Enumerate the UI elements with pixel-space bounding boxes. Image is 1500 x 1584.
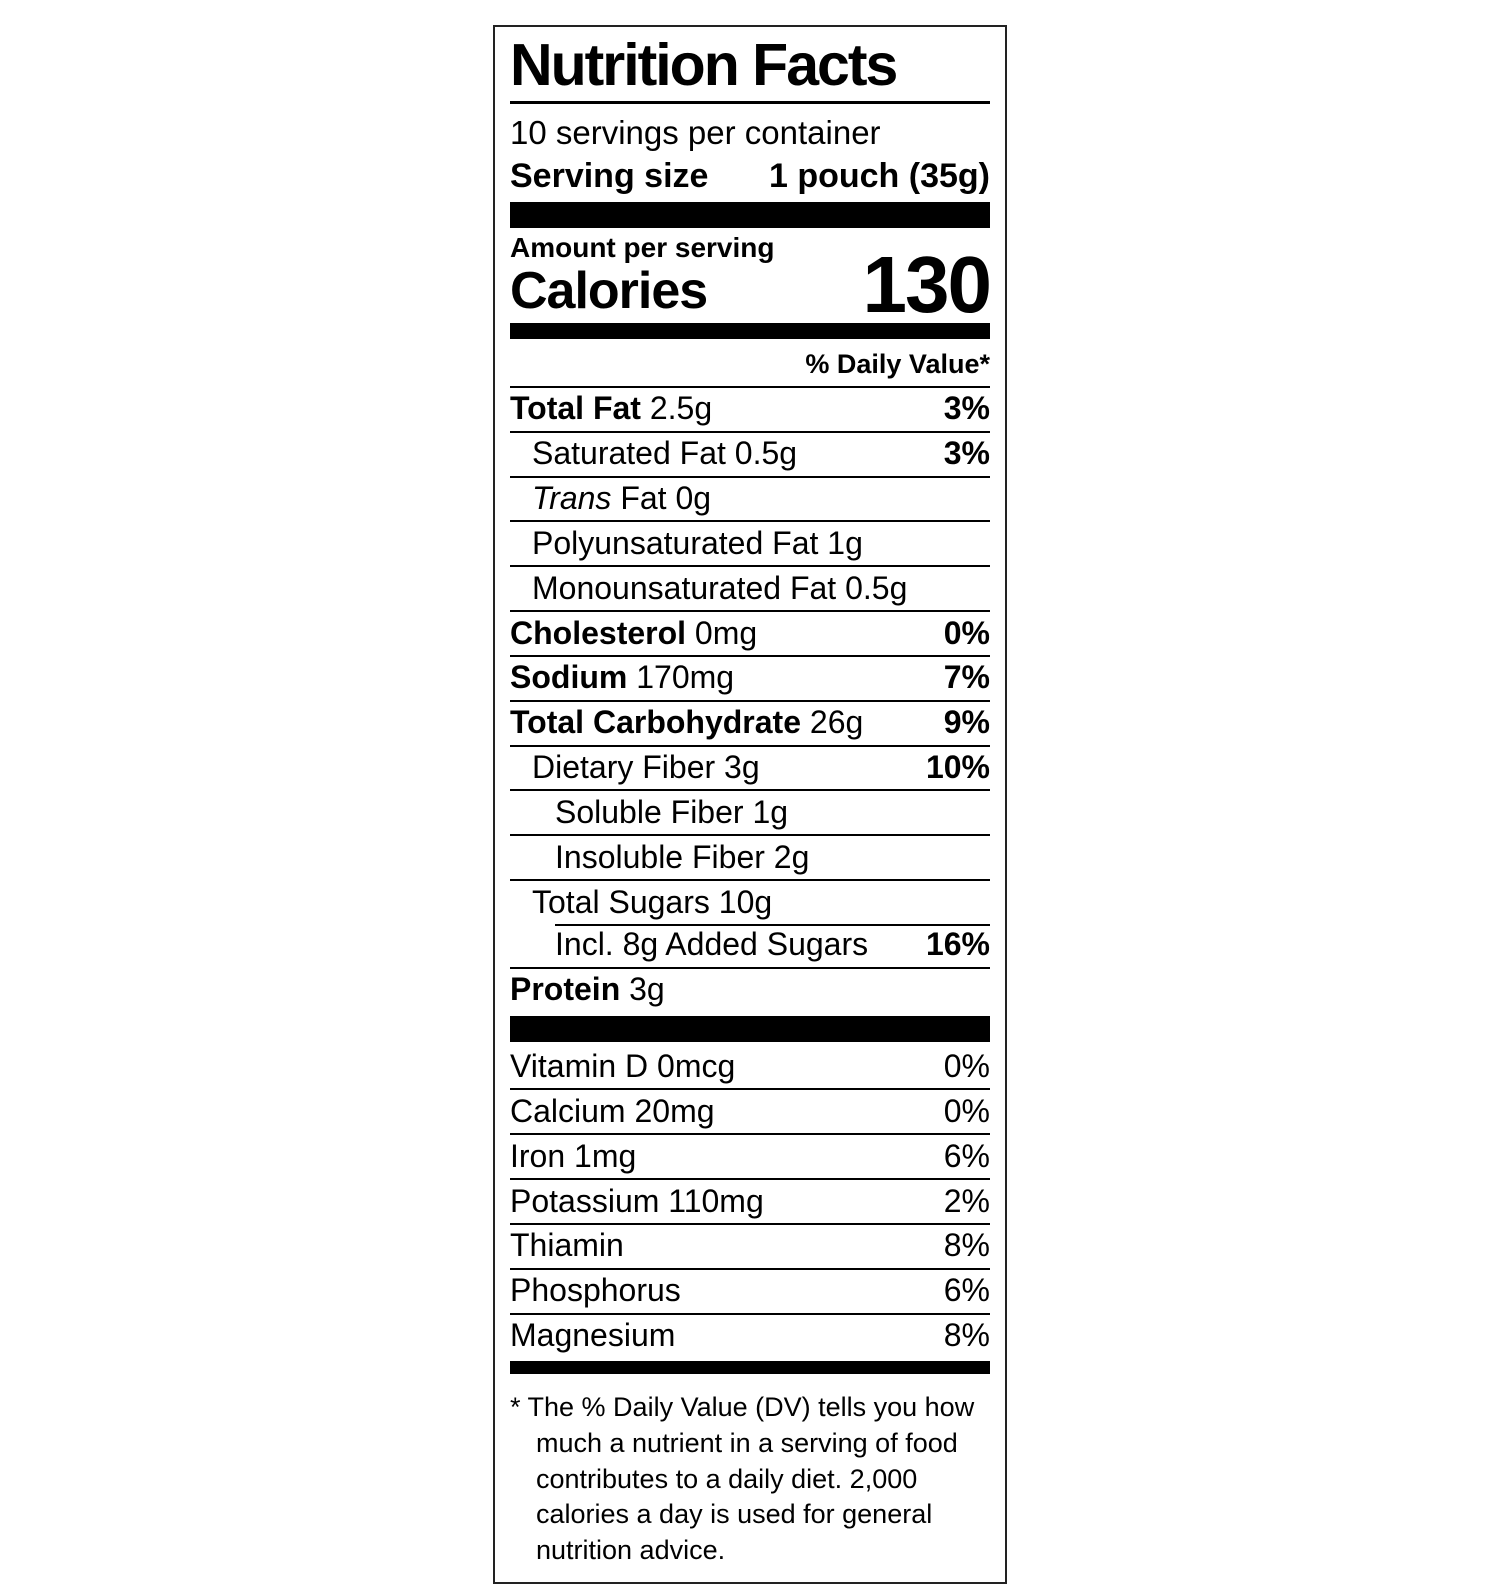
nutrient-row: Dietary Fiber 3g 10% (510, 744, 990, 790)
nutrient-name: Total Fat 2.5g (510, 390, 713, 427)
divider-bar-bottom (510, 1361, 990, 1375)
vitamin-name: Magnesium (510, 1317, 676, 1354)
nutrient-row: Polyunsaturated Fat 1g (510, 520, 990, 565)
serving-size-row: Serving size 1 pouch (35g) (510, 157, 990, 196)
nutrient-name: Protein 3g (510, 971, 665, 1008)
title-divider (510, 100, 990, 104)
nutrient-row: Incl. 8g Added Sugars 16% (510, 923, 990, 967)
nutrition-facts-label: Nutrition Facts 10 servings per containe… (493, 25, 1007, 1584)
nutrient-row: Soluble Fiber 1g (510, 789, 990, 834)
nutrient-row: Total Carbohydrate 26g 9% (510, 699, 990, 745)
vitamin-name: Thiamin (510, 1227, 624, 1264)
vitamin-name: Vitamin D 0mcg (510, 1048, 736, 1085)
nutrient-row: Saturated Fat 0.5g 3% (510, 430, 990, 476)
nutrient-name: Insoluble Fiber 2g (555, 838, 810, 875)
nutrient-name: Polyunsaturated Fat 1g (532, 524, 863, 561)
nutrient-name: Incl. 8g Added Sugars (555, 926, 869, 963)
vitamin-rows: Vitamin D 0mcg 0% Calcium 20mg 0% Iron 1mg 6%… (510, 1046, 990, 1358)
nutrient-row: Trans Fat 0g (510, 475, 990, 521)
nutrient-name: Monounsaturated Fat 0.5g (532, 569, 908, 606)
vitamin-row: Potassium 110mg 2% (510, 1178, 990, 1223)
daily-value-header: % Daily Value* (805, 348, 990, 379)
vitamin-row: Calcium 20mg 0% (510, 1088, 990, 1133)
nutrient-name: Saturated Fat 0.5g (532, 435, 798, 472)
daily-value-percent: 8% (943, 1227, 990, 1264)
vitamin-row: Magnesium 8% (510, 1312, 990, 1358)
calories-value: 130 (862, 239, 992, 329)
nutrient-name: Soluble Fiber 1g (555, 793, 789, 830)
nutrient-row: Monounsaturated Fat 0.5g (510, 565, 990, 610)
daily-value-percent: 0% (943, 1048, 990, 1085)
daily-value-percent: 6% (943, 1272, 990, 1309)
servings-per-container: 10 servings per container (510, 113, 881, 151)
daily-value-percent: 8% (943, 1317, 990, 1354)
daily-value-percent: 3% (943, 390, 990, 427)
footnote: * The % Daily Value (DV) tells you how m… (510, 1392, 975, 1565)
nutrient-name: Cholesterol 0mg (510, 614, 758, 651)
daily-value-percent: 3% (943, 435, 990, 472)
vitamin-row: Iron 1mg 6% (510, 1133, 990, 1178)
nutrient-name: Trans Fat 0g (532, 480, 712, 517)
daily-value-percent: 9% (943, 704, 990, 741)
nutrient-name: Dietary Fiber 3g (532, 749, 760, 786)
daily-value-percent: 7% (943, 659, 990, 696)
daily-value-percent: 0% (943, 614, 990, 651)
nutrient-row: Total Sugars 10g (510, 879, 990, 924)
serving-size-label: Serving size (510, 157, 709, 196)
calories-section: Amount per serving Calories 130 (510, 232, 992, 329)
vitamin-row: Vitamin D 0mcg 0% (510, 1046, 990, 1089)
nutrient-name: Sodium 170mg (510, 659, 735, 696)
divider-bar-calories (510, 322, 990, 339)
serving-size-value: 1 pouch (35g) (768, 157, 990, 196)
daily-value-percent: 16% (925, 926, 990, 963)
nutrient-row: Sodium 170mg 7% (510, 654, 990, 700)
nutrient-row: Cholesterol 0mg 0% (510, 610, 990, 655)
vitamin-row: Phosphorus 6% (510, 1267, 990, 1313)
nutrient-row: Insoluble Fiber 2g (510, 834, 990, 879)
nutrient-name: Total Sugars 10g (532, 883, 773, 920)
daily-value-percent: 10% (925, 749, 990, 786)
divider-bar-top (510, 202, 990, 229)
label-title: Nutrition Facts (510, 32, 898, 98)
nutrient-row: Protein 3g (510, 966, 990, 1012)
daily-value-percent: 2% (943, 1182, 990, 1219)
vitamin-name: Potassium 110mg (510, 1182, 764, 1219)
divider-bar-protein (510, 1015, 990, 1042)
vitamin-name: Phosphorus (510, 1272, 681, 1309)
daily-value-percent: 0% (943, 1092, 990, 1129)
daily-value-percent: 6% (943, 1137, 990, 1174)
calories-label: Calories (510, 262, 708, 321)
calories-left-block: Amount per serving Calories (510, 232, 774, 319)
nutrient-name: Total Carbohydrate 26g (510, 704, 864, 741)
vitamin-row: Thiamin 8% (510, 1222, 990, 1268)
amount-per-serving-label: Amount per serving (510, 232, 775, 264)
vitamin-name: Calcium 20mg (510, 1092, 715, 1129)
nutrient-row: Total Fat 2.5g 3% (510, 385, 990, 431)
nutrient-rows: Total Fat 2.5g 3% Saturated Fat 0.5g 3% Tran… (510, 385, 990, 1012)
vitamin-name: Iron 1mg (510, 1137, 637, 1174)
